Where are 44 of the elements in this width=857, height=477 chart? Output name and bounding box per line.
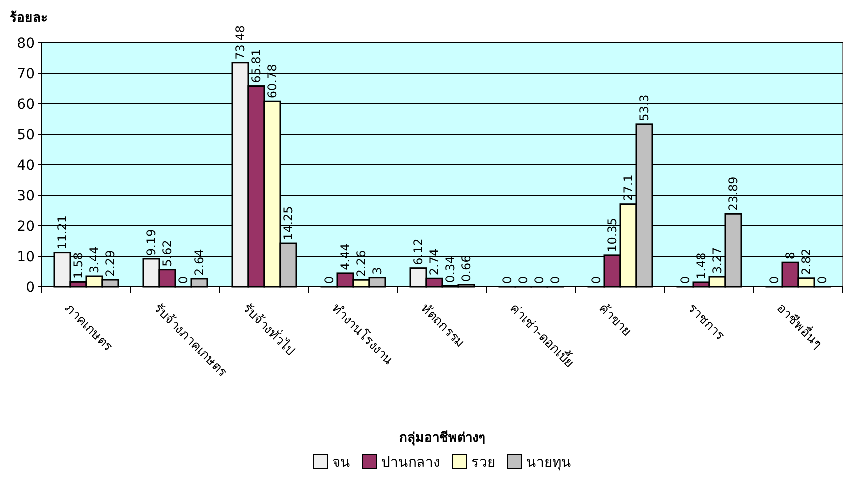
- data-label: 23.89: [726, 176, 740, 212]
- data-label: 2.64: [192, 249, 206, 276]
- y-tick-label: 10: [17, 250, 35, 266]
- data-label: 9.19: [144, 229, 158, 256]
- data-label: 5.62: [160, 240, 174, 267]
- data-label: 73.48: [234, 26, 248, 60]
- y-tick-label: 80: [17, 36, 35, 52]
- data-label: 2.74: [428, 248, 442, 276]
- data-label: 2.82: [800, 248, 814, 276]
- y-tick-label: 70: [17, 66, 35, 82]
- data-label: 0: [548, 276, 562, 284]
- legend-label: จน: [332, 455, 350, 471]
- x-axis-title: กลุ่มอาชีพต่างๆ: [400, 430, 486, 446]
- y-tick-label: 60: [17, 97, 35, 113]
- data-label: 0: [500, 276, 514, 284]
- data-label: 3.27: [710, 247, 724, 274]
- data-label: 1.48: [694, 252, 708, 280]
- data-label: 0.34: [444, 256, 458, 283]
- data-label: 0: [516, 276, 530, 284]
- data-label: 6.12: [412, 238, 426, 266]
- data-label: 60.78: [266, 64, 280, 99]
- data-label: 0: [678, 276, 692, 284]
- data-label: 65.81: [250, 48, 264, 84]
- legend-label: รวย: [472, 455, 496, 471]
- data-label: 0: [176, 276, 190, 284]
- data-label: 0: [590, 276, 604, 284]
- data-label: 0: [816, 276, 830, 284]
- y-tick-label: 30: [17, 188, 35, 204]
- y-tick-label: 50: [17, 128, 35, 144]
- data-label: 53.3: [638, 94, 652, 122]
- legend-label: ปานกลาง: [382, 455, 440, 471]
- data-label: 10.35: [606, 218, 620, 252]
- data-label: 3: [370, 267, 384, 275]
- y-axis-title: ร้อยละ: [10, 10, 48, 26]
- data-label: 0: [322, 276, 336, 284]
- y-tick-label: 40: [17, 158, 35, 174]
- y-tick-label: 0: [26, 280, 35, 296]
- data-label: 14.25: [282, 206, 296, 241]
- data-label: 0: [532, 276, 546, 284]
- data-label: 4.44: [338, 244, 352, 270]
- data-label: 0: [768, 276, 782, 284]
- data-label: 1.58: [72, 252, 86, 280]
- y-tick-label: 20: [17, 219, 35, 235]
- legend-label: นายทุน: [526, 455, 572, 471]
